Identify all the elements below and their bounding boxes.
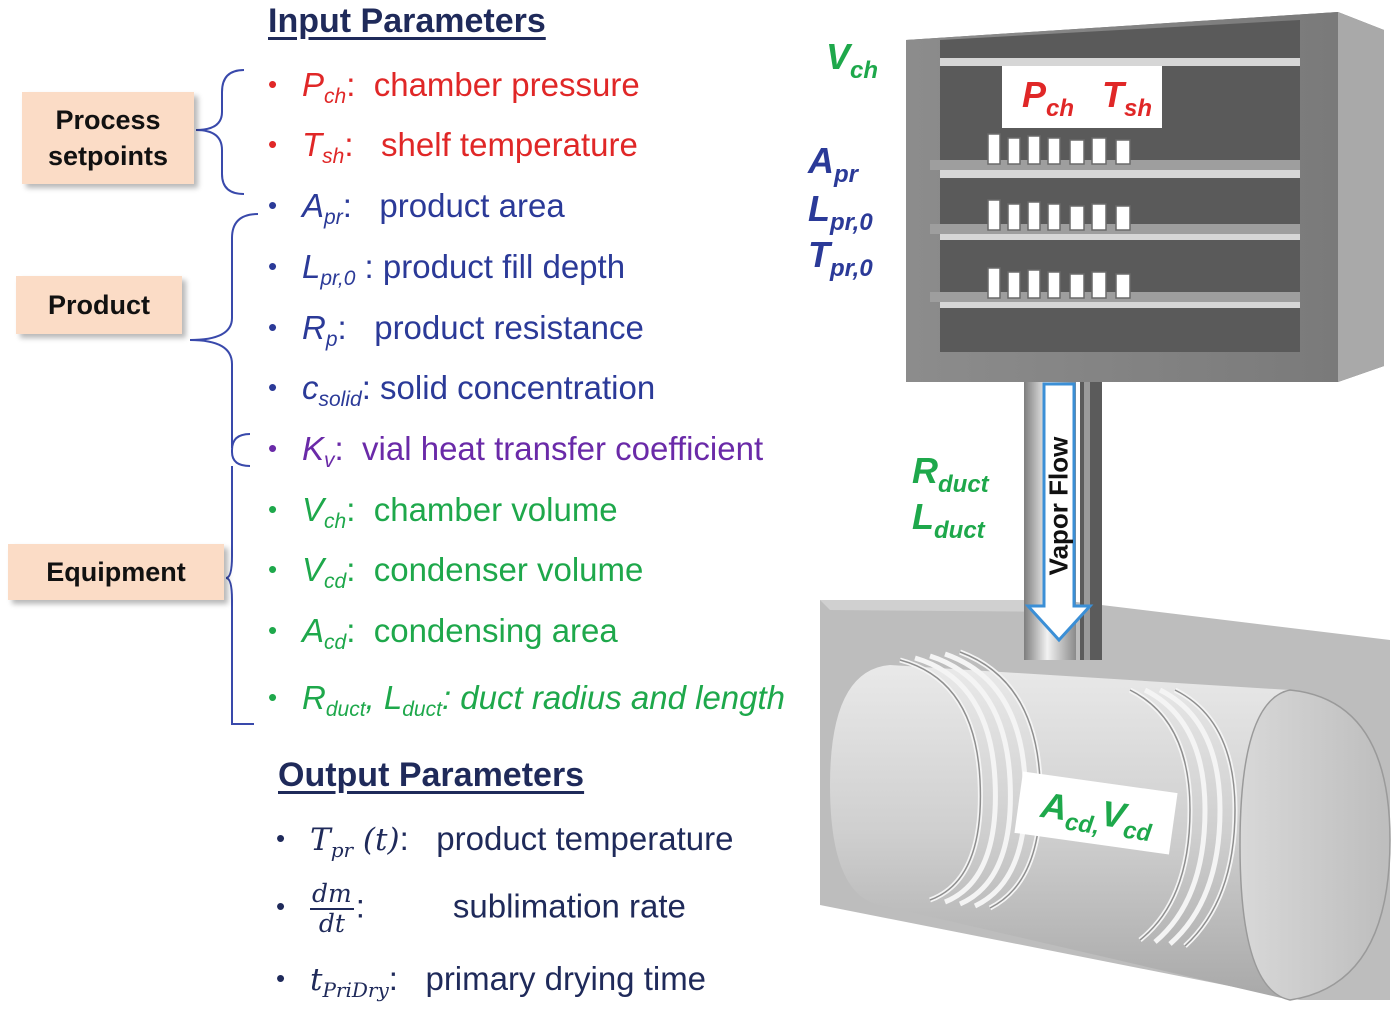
label-t-pr0: Tpr,0 [808,234,873,282]
input-a-cd: • Acd: condensing area [268,612,618,654]
input-v-cd: • Vcd: condenser volume [268,551,644,593]
group-process-setpoints: Process setpoints [22,92,194,184]
input-a-pr: • Apr: product area [268,187,565,229]
output-dm-dt: • dm dt: sublimation rate [276,879,686,938]
input-parameters-heading: Input Parameters [268,2,546,40]
label-l-pr0: Lpr,0 [808,188,873,236]
label-r-duct: Rduct [912,450,989,498]
bracket-equipment [225,466,254,725]
group-equipment: Equipment [8,544,224,600]
label-t-sh: Tsh [1102,74,1153,122]
bracket-vial [231,433,251,467]
output-t-pridry: • tPriDry: primary drying time [276,960,707,1002]
vapor-flow-label: Vapor Flow [1043,436,1074,576]
input-r-p: • Rp: product resistance [268,309,644,351]
input-k-v: • Kv: vial heat transfer coefficient [268,430,764,472]
label-p-ch: Pch [1022,74,1075,122]
input-v-ch: • Vch: chamber volume [268,491,618,533]
bracket-process [195,69,245,195]
input-t-sh: • Tsh: shelf temperature [268,126,638,168]
label-v-ch: Vch [826,36,879,84]
input-l-pr0: • Lpr,0 : product fill depth [268,248,626,290]
group-product: Product [16,276,182,334]
input-c-solid: • csolid: solid concentration [268,369,656,411]
condenser [820,600,1391,1001]
label-l-duct: Lduct [912,496,985,544]
dm-dt-fraction: dm dt [310,879,354,938]
bracket-product [189,213,259,448]
input-r-l-duct: • Rduct, Lduct: duct radius and length [268,679,786,721]
label-a-pr: Apr [808,140,858,188]
output-t-pr: • Tpr (t): product temperature [276,820,734,862]
input-p-ch: • Pch: chamber pressure [268,66,640,108]
vapor-flow-arrow [1024,382,1094,643]
output-parameters-heading: Output Parameters [278,756,585,794]
vials [987,133,1131,299]
drying-chamber [906,12,1384,382]
